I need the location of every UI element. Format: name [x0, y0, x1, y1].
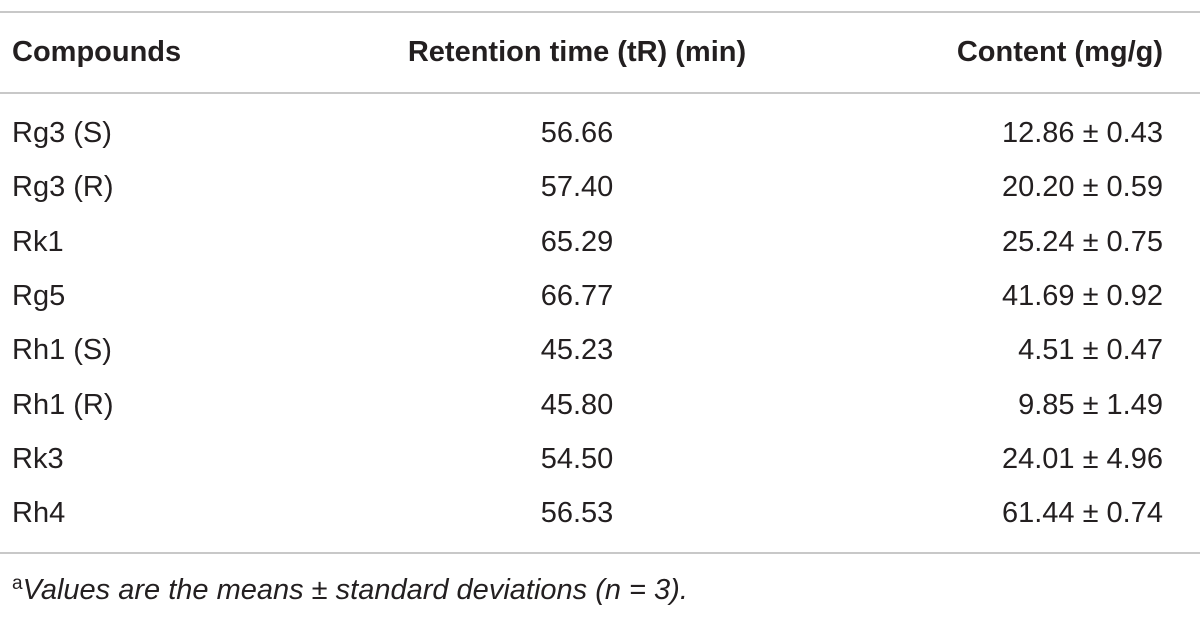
table-cell: 65.29 — [540, 225, 614, 258]
table-cell: 57.40 — [540, 171, 614, 204]
table-cell: Rh1 (R) — [12, 388, 114, 421]
table-cell: 25.24 ± 0.75 — [1001, 225, 1163, 258]
table-cell: Rh4 — [12, 497, 66, 530]
top-rule — [0, 11, 1200, 13]
table-cell: 45.23 — [540, 334, 614, 367]
table-cell: Rh1 (S) — [12, 334, 112, 367]
table-cell: 24.01 ± 4.96 — [1001, 442, 1163, 475]
table-cell: 9.85 ± 1.49 — [1018, 388, 1163, 421]
table-cell: Rk3 — [12, 442, 64, 475]
table-cell: Rg5 — [12, 279, 66, 312]
header-cell: Compounds — [12, 36, 182, 68]
table-cell: 56.66 — [540, 117, 614, 149]
table-cell: 41.69 ± 0.92 — [1001, 279, 1163, 312]
table-cell: Rg3 (S) — [12, 117, 112, 149]
table-cell: Rk1 — [12, 225, 64, 258]
table-cell: 61.44 ± 0.74 — [1001, 497, 1163, 530]
table-cell: 12.86 ± 0.43 — [1001, 117, 1163, 149]
footnote-marker: a — [12, 573, 23, 594]
table-cell: 66.77 — [540, 279, 614, 312]
header-cell: Content (mg/g) — [956, 36, 1163, 68]
table-cell: 45.80 — [540, 388, 614, 421]
table-cell: 56.53 — [540, 497, 614, 530]
header-rule — [0, 92, 1200, 94]
header-cell: Retention time (tR) (min) — [407, 36, 747, 68]
table-cell: 4.51 ± 0.47 — [1018, 334, 1163, 367]
table-cell: 20.20 ± 0.59 — [1001, 171, 1163, 204]
footnote: aValues are the means ± standard deviati… — [12, 566, 688, 608]
footnote-text: Values are the means ± standard deviatio… — [22, 574, 688, 606]
bottom-rule — [0, 552, 1200, 554]
table-cell: 54.50 — [540, 442, 614, 475]
table-cell: Rg3 (R) — [12, 171, 114, 204]
